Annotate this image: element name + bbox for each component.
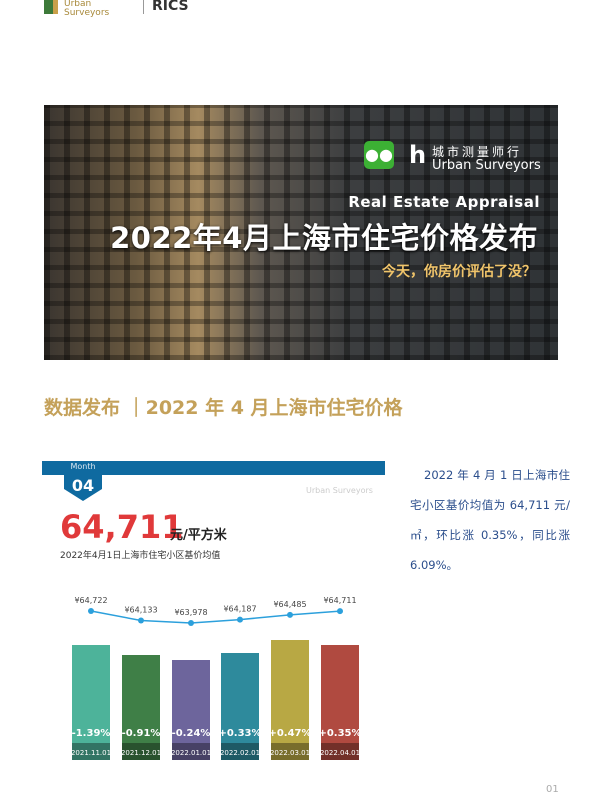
date-label-bg-3 xyxy=(221,743,259,760)
logo-text: Urban Surveyors xyxy=(64,0,109,18)
price-chart: 2021.11.01 -1.39% 2021.12.01 -0.91% 2022.01.… xyxy=(71,596,362,760)
banner-title: 2022年4月上海市住宅价格发布 xyxy=(110,221,538,255)
wechat-icon: ●● xyxy=(364,141,394,169)
month-number: 04 xyxy=(71,476,95,495)
price-label: ¥64,485 xyxy=(273,600,306,609)
rics-logo: RICS xyxy=(152,0,189,14)
urban-surveyors-logo-icon xyxy=(44,0,58,14)
change-label: +0.35% xyxy=(318,728,361,739)
price-point xyxy=(287,611,293,618)
watermark-logo: Urban Surveyors xyxy=(306,486,373,495)
banner-subtitle: 今天，你房价评估了没？ xyxy=(382,264,536,280)
price-label: ¥64,722 xyxy=(74,596,107,605)
section-heading: 数据发布 ｜2022 年 4 月上海市住宅价格 xyxy=(44,397,403,419)
price-point xyxy=(188,620,194,626)
price-label: ¥64,133 xyxy=(124,606,157,615)
price-label: ¥63,978 xyxy=(174,608,207,617)
price-label: ¥64,187 xyxy=(223,605,256,614)
banner-en-title: Real Estate Appraisal xyxy=(348,193,540,211)
price-point xyxy=(337,608,343,615)
logo-divider xyxy=(143,0,144,14)
date-label: 2021.11.01 xyxy=(71,749,111,757)
brand-cn: 城市测量师行 xyxy=(432,145,523,159)
price-point xyxy=(237,616,243,623)
change-label: -0.24% xyxy=(172,728,211,739)
bar-5 xyxy=(321,645,359,760)
banner-image: ●● h 城市测量师行 Urban Surveyors Real Estate … xyxy=(44,105,558,360)
change-label: +0.47% xyxy=(268,728,311,739)
bar-3 xyxy=(221,653,259,760)
price-point xyxy=(138,617,144,624)
bar-0 xyxy=(72,645,110,760)
price-label: ¥64,711 xyxy=(323,596,356,605)
price-unit: 元/平方米 xyxy=(170,528,227,543)
month-label: Month xyxy=(70,462,96,471)
urban-surveyors-mark-icon: h xyxy=(409,141,427,169)
price-line xyxy=(90,610,341,624)
logo-text-line-1: Urban xyxy=(64,0,92,9)
date-label: 2022.04.01 xyxy=(320,749,360,757)
date-label: 2022.03.01 xyxy=(270,749,310,757)
date-label-bg-1 xyxy=(122,743,160,760)
bar-1 xyxy=(122,655,160,760)
page-number: 01 xyxy=(546,784,559,795)
bar-4 xyxy=(271,640,309,760)
change-label: -0.91% xyxy=(122,728,161,739)
brand-en: Urban Surveyors xyxy=(432,158,541,173)
bar-2 xyxy=(172,660,210,760)
price-caption: 2022年4月1日上海市住宅小区基价均值 xyxy=(60,551,221,561)
date-label-bg-4 xyxy=(271,743,309,760)
logo-text-line-2: Surveyors xyxy=(64,8,110,18)
average-price: 64,711 xyxy=(60,508,184,546)
date-label-bg-5 xyxy=(321,743,359,760)
date-label: 2022.02.01 xyxy=(220,749,260,757)
date-label-bg-2 xyxy=(172,743,210,760)
card-header-bar xyxy=(42,461,385,475)
date-label-bg-0 xyxy=(72,743,110,760)
change-label: -1.39% xyxy=(72,728,111,739)
description-text: 2022 年 4 月 1 日上海市住宅小区基价均值为 64,711 元/㎡，环比… xyxy=(410,468,570,572)
date-label: 2022.01.01 xyxy=(171,749,211,757)
price-point xyxy=(88,608,94,614)
change-label: +0.33% xyxy=(218,728,261,739)
date-label: 2021.12.01 xyxy=(121,749,161,757)
